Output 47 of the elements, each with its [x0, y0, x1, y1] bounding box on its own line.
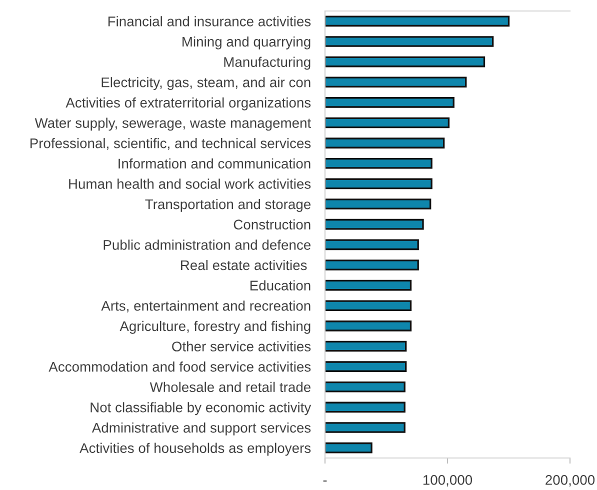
y-tick-label: Education — [250, 280, 310, 290]
y-tick-label: Accommodation and food service activities — [48, 362, 311, 372]
bar — [325, 97, 454, 108]
y-tick-label: Construction — [234, 219, 310, 230]
bar — [325, 158, 432, 169]
y-tick-label: Mining and quarrying — [182, 36, 310, 50]
bar — [325, 36, 494, 47]
y-tick-label: Manufacturing — [224, 56, 310, 70]
y-tick-label: Professional, scientific, and technical services — [30, 138, 311, 150]
x-tick-label: 100,000 — [423, 475, 472, 487]
y-tick-label: Public administration and defence — [104, 240, 311, 250]
bar — [325, 340, 407, 352]
y-tick-label: Arts, entertainment and recreation — [101, 300, 310, 312]
x-tick-label: - — [323, 480, 327, 482]
y-tick-label: Water supply, sewerage, waste management — [34, 118, 312, 131]
bar — [325, 402, 406, 413]
y-tick-label: Wholesale and retail trade — [150, 382, 311, 392]
bar — [325, 381, 406, 392]
bar — [325, 56, 486, 68]
bar — [325, 117, 450, 128]
y-tick-label: Activities of households as employers — [80, 442, 311, 456]
bar — [325, 422, 406, 433]
bar — [325, 16, 510, 27]
x-tick-label: 200,000 — [546, 475, 595, 487]
y-tick-label: Real estate activities — [181, 260, 307, 270]
bar — [325, 76, 467, 88]
y-tick-label: Agriculture, forestry and fishing — [120, 320, 310, 334]
bar — [325, 260, 419, 270]
y-tick-label: Human health and social work activities — [69, 178, 311, 189]
bar — [325, 300, 412, 312]
y-tick-label: Administrative and support services — [92, 422, 311, 436]
y-tick-label: Electricity, gas, steam, and air con — [102, 77, 310, 90]
y-tick-label: Information and communication — [118, 158, 310, 169]
bar — [325, 138, 445, 148]
bar — [325, 361, 407, 372]
bar — [325, 320, 412, 332]
y-tick-label: Not classifiable by economic activity — [90, 402, 312, 416]
bar — [325, 442, 372, 454]
bar — [325, 280, 412, 291]
y-tick-label: Other service activities — [172, 341, 311, 352]
y-tick-label: Activities of extraterritorial organizations — [66, 97, 311, 110]
bar — [325, 218, 424, 230]
bar — [325, 198, 432, 210]
bar — [325, 178, 432, 190]
y-tick-label: Financial and insurance activities — [108, 16, 311, 26]
y-tick-label: Transportation and storage — [145, 198, 311, 212]
bar — [325, 239, 419, 250]
